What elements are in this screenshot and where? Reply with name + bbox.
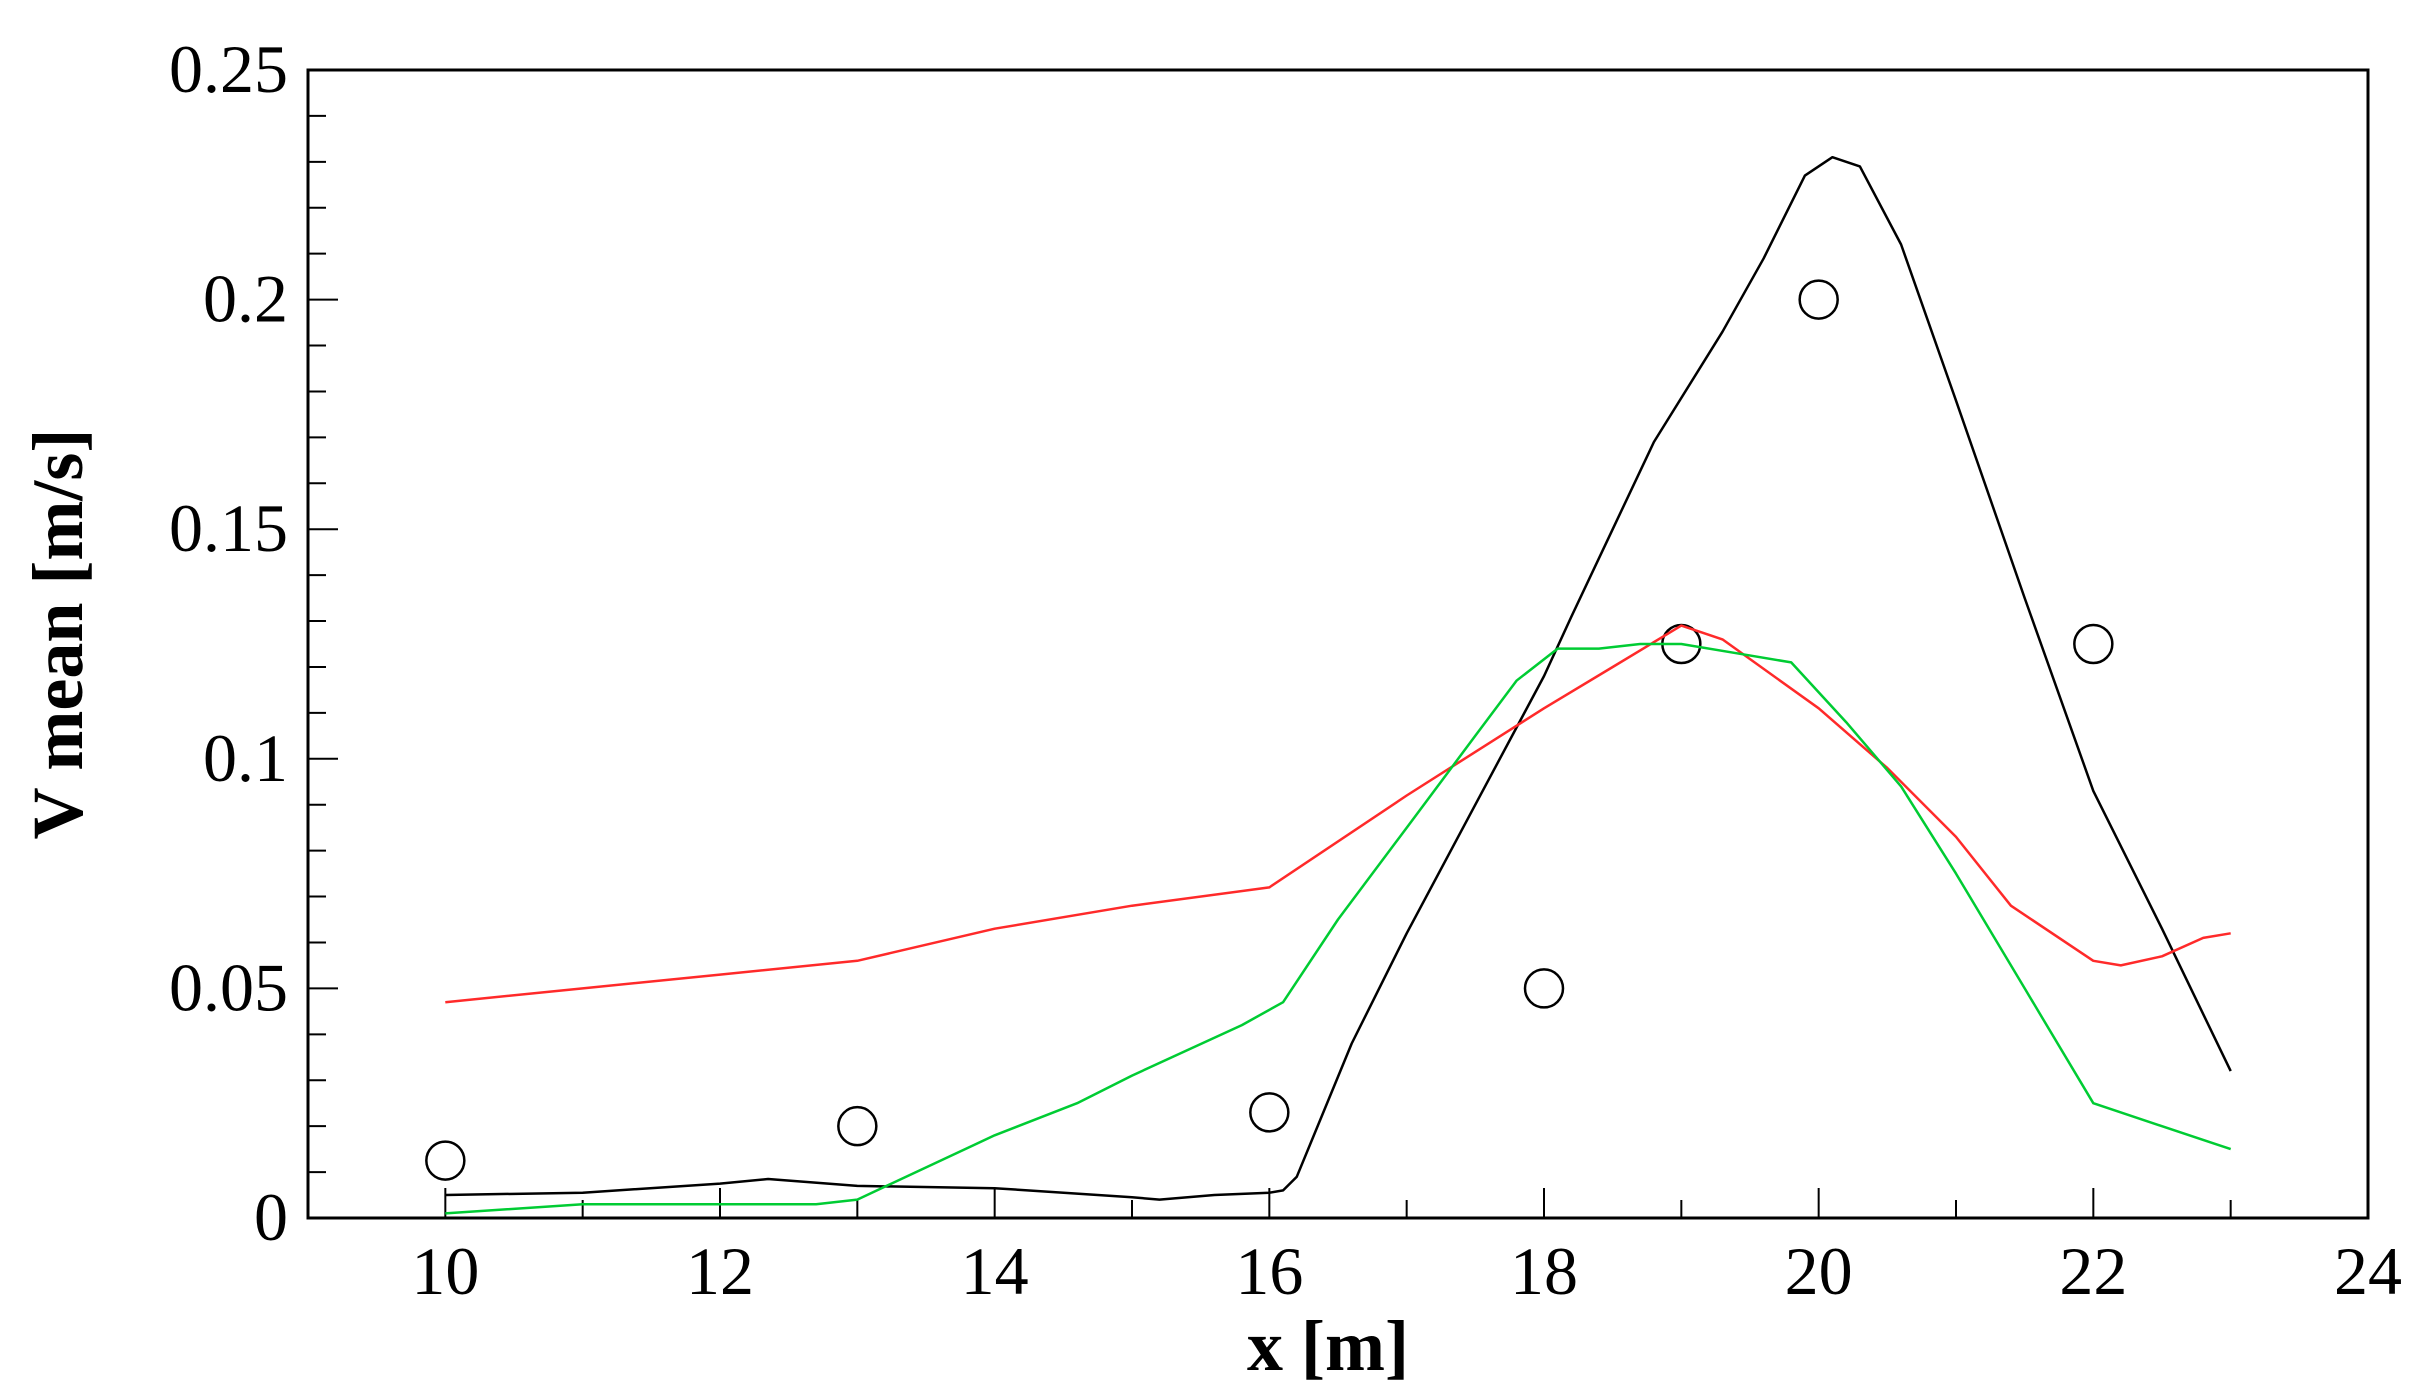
data-point-circle xyxy=(425,1140,466,1181)
series-line-2 xyxy=(445,624,2231,1004)
x-tick-label: 12 xyxy=(686,1233,754,1309)
data-point-circle xyxy=(1249,1092,1290,1133)
y-tick-label: 0.1 xyxy=(203,720,288,796)
y-tick-label: 0.2 xyxy=(203,261,288,337)
tick-labels: 10 12 14 16 18 20 22 24 0 0.05 0.1 0.15 0.2 0.25 xyxy=(169,31,2402,1309)
plot-frame xyxy=(306,68,2370,1220)
series-layer xyxy=(425,155,2232,1215)
x-tick-label: 16 xyxy=(1235,1233,1303,1309)
series-line-1 xyxy=(445,155,2232,1201)
y-tick-label: 0.05 xyxy=(169,949,288,1025)
data-point-circle xyxy=(1523,968,1565,1009)
x-tick-label: 10 xyxy=(411,1233,479,1309)
data-point-circle xyxy=(837,1105,878,1147)
x-tick-label: 22 xyxy=(2059,1233,2127,1309)
data-point-circle xyxy=(2073,623,2114,665)
x-tick-label: 24 xyxy=(2334,1233,2402,1309)
series-line-3 xyxy=(445,642,2232,1215)
x-tick-label: 14 xyxy=(961,1233,1029,1309)
x-tick-label: 20 xyxy=(1785,1233,1853,1309)
x-tick-label: 18 xyxy=(1510,1233,1578,1309)
y-tick-label: 0.15 xyxy=(169,490,288,566)
x-axis-title: x [m] xyxy=(1247,1306,1409,1386)
axis-ticks xyxy=(307,69,2369,1219)
y-tick-label: 0.25 xyxy=(169,31,288,107)
y-tick-label: 0 xyxy=(254,1179,288,1255)
data-point-circle xyxy=(1798,279,1839,320)
y-axis-title: V mean [m/s] xyxy=(18,429,98,840)
